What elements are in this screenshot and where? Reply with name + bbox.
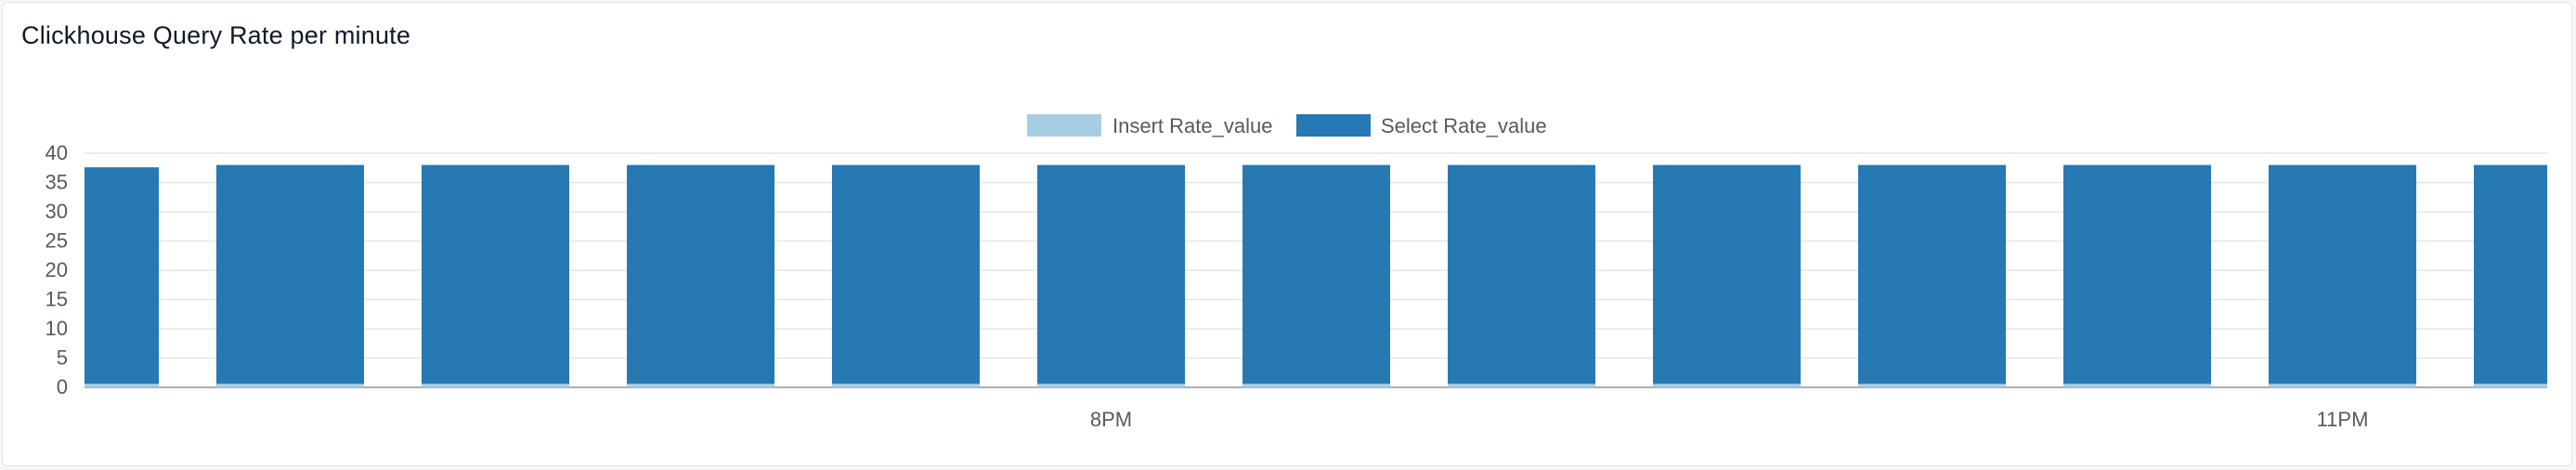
bar-select-rate[interactable] xyxy=(1653,164,1801,385)
bar-select-rate[interactable] xyxy=(422,164,569,385)
panel-title: Clickhouse Query Rate per minute xyxy=(21,21,411,49)
y-tick-label: 30 xyxy=(46,200,68,223)
x-tick-label: 8PM xyxy=(1090,408,1132,431)
bar-insert-rate[interactable] xyxy=(627,384,774,387)
bars xyxy=(85,164,2547,387)
legend-swatch xyxy=(1027,114,1101,137)
y-tick-label: 5 xyxy=(57,346,68,370)
x-tick-label: 11PM xyxy=(2317,408,2369,431)
bar-insert-rate[interactable] xyxy=(85,384,159,387)
legend[interactable]: Insert Rate_value Select Rate_value xyxy=(1027,114,1547,137)
bar-insert-rate[interactable] xyxy=(832,384,980,387)
bar-select-rate[interactable] xyxy=(832,164,980,385)
bar-insert-rate[interactable] xyxy=(2269,384,2416,387)
bar-select-rate[interactable] xyxy=(1858,164,2006,385)
bar-insert-rate[interactable] xyxy=(2063,384,2211,387)
bar-insert-rate[interactable] xyxy=(1037,384,1185,387)
bar-insert-rate[interactable] xyxy=(1653,384,1801,387)
bar-select-rate[interactable] xyxy=(2063,164,2211,385)
bar-insert-rate[interactable] xyxy=(422,384,569,387)
bar-insert-rate[interactable] xyxy=(1858,384,2006,387)
bar-select-rate[interactable] xyxy=(627,164,774,385)
y-tick-label: 15 xyxy=(46,288,68,311)
bar-insert-rate[interactable] xyxy=(1448,384,1595,387)
bar-select-rate[interactable] xyxy=(216,164,364,385)
bar-select-rate[interactable] xyxy=(2474,164,2547,385)
y-tick-label: 35 xyxy=(46,171,68,194)
y-tick-label: 25 xyxy=(46,229,68,253)
y-tick-label: 0 xyxy=(57,375,68,398)
legend-item[interactable]: Insert Rate_value xyxy=(1027,114,1272,137)
y-tick-label: 40 xyxy=(46,141,68,164)
bar-select-rate[interactable] xyxy=(1448,164,1595,385)
legend-item[interactable]: Select Rate_value xyxy=(1296,114,1547,137)
bar-select-rate[interactable] xyxy=(85,167,159,385)
y-axis-ticks: 0 5 10 15 20 25 30 35 40 xyxy=(46,141,68,398)
x-axis-ticks: 8PM 11PM xyxy=(1090,408,2369,431)
bar-insert-rate[interactable] xyxy=(1242,384,1390,387)
legend-swatch xyxy=(1296,114,1371,137)
bar-select-rate[interactable] xyxy=(1037,164,1185,385)
legend-label: Select Rate_value xyxy=(1381,114,1547,137)
y-tick-label: 10 xyxy=(46,317,68,340)
legend-label: Insert Rate_value xyxy=(1112,114,1272,137)
bar-select-rate[interactable] xyxy=(1242,164,1390,385)
bar-select-rate[interactable] xyxy=(2269,164,2416,385)
bar-insert-rate[interactable] xyxy=(216,384,364,387)
y-tick-label: 20 xyxy=(46,258,68,281)
bar-insert-rate[interactable] xyxy=(2474,384,2547,387)
query-rate-chart: 0 5 10 15 20 25 30 35 40 8PM 11PM Insert Rate_val… xyxy=(46,114,2547,431)
